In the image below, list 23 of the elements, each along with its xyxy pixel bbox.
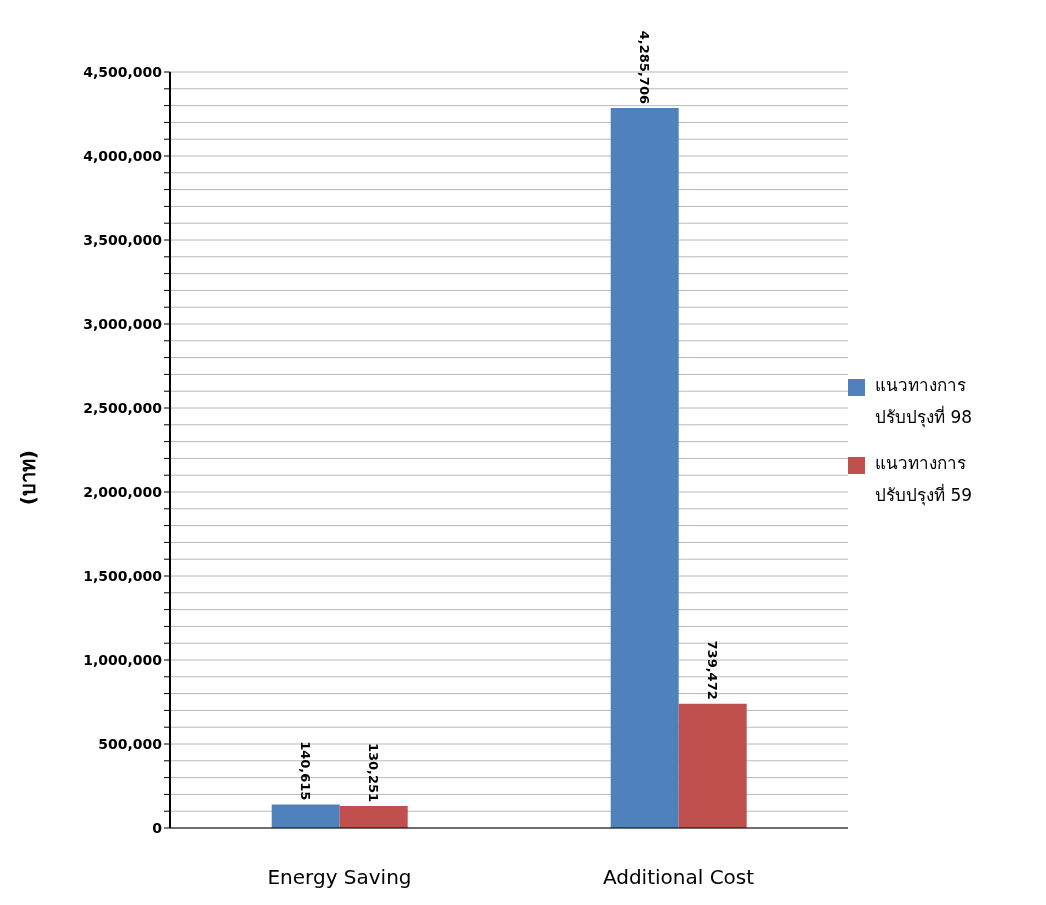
data-label: 140,615 bbox=[298, 741, 314, 801]
x-tick-label: Additional Cost bbox=[602, 865, 755, 890]
bar bbox=[610, 108, 679, 828]
y-tick-label: 4,000,000 bbox=[83, 147, 163, 164]
data-label: 130,251 bbox=[366, 742, 382, 803]
bar bbox=[339, 806, 408, 828]
bar bbox=[678, 703, 747, 828]
y-tick-label: 2,000,000 bbox=[83, 483, 163, 500]
y-axis-title: (บาท) bbox=[16, 450, 41, 506]
y-tick-label: 4,500,000 bbox=[83, 63, 163, 80]
data-label: 4,285,706 bbox=[637, 30, 653, 104]
bar bbox=[271, 804, 340, 828]
y-tick-label: 2,500,000 bbox=[83, 399, 163, 416]
legend-label: แนวทางการ ปรับปรุงที่ 98 bbox=[875, 374, 974, 430]
y-tick-label: 1,500,000 bbox=[83, 567, 163, 584]
x-tick-label: Energy Saving bbox=[267, 865, 412, 890]
y-tick-label: 0 bbox=[152, 819, 163, 836]
legend-label: แนวทางการ ปรับปรุงที่ 59 bbox=[875, 452, 974, 508]
y-tick-label: 3,000,000 bbox=[83, 315, 163, 332]
y-tick-label: 500,000 bbox=[98, 735, 163, 752]
y-tick-label: 1,000,000 bbox=[83, 651, 163, 668]
data-label: 739,472 bbox=[705, 640, 721, 700]
y-tick-label: 3,500,000 bbox=[83, 231, 163, 248]
